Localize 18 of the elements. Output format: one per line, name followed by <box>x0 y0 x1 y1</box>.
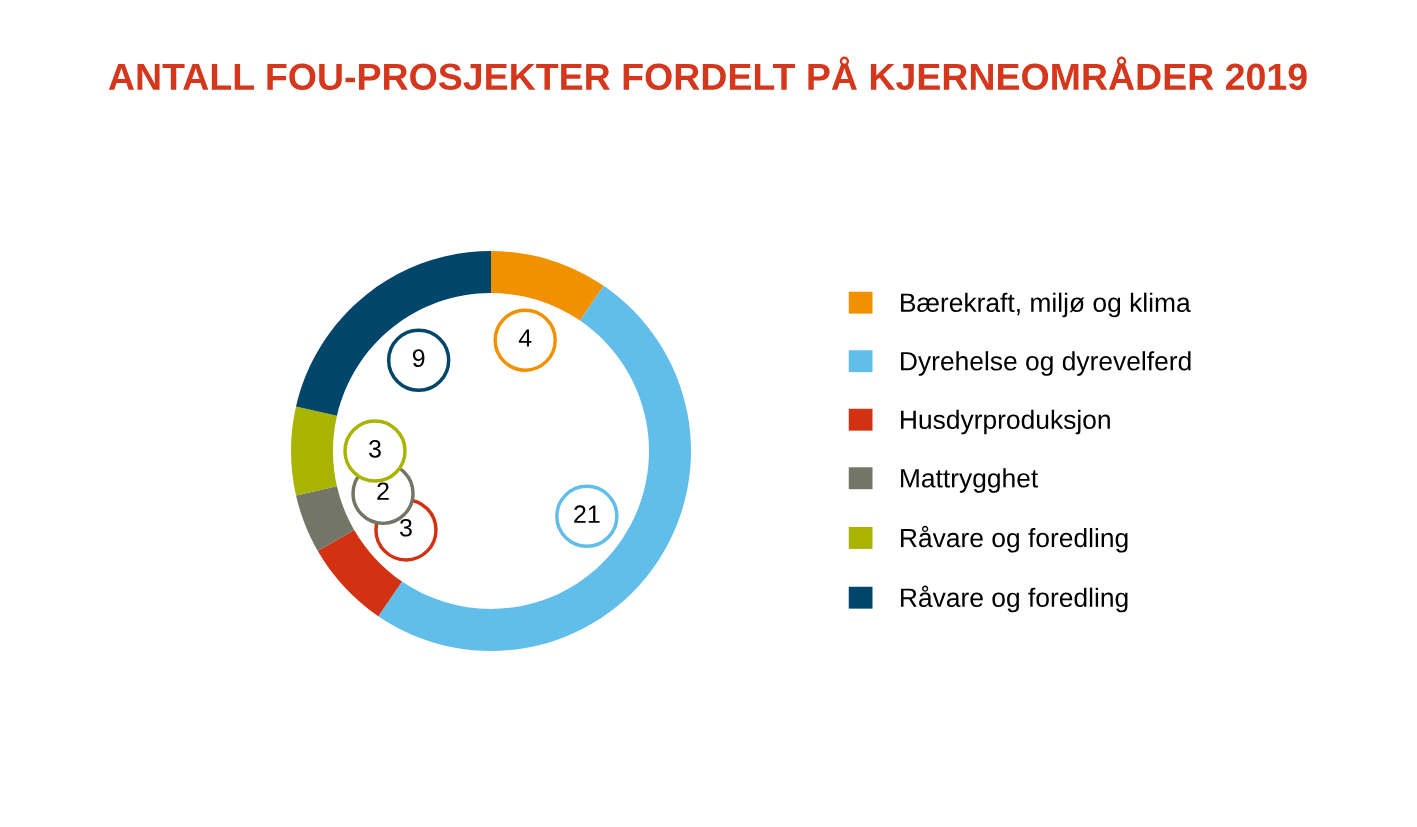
legend-label: Bærekraft, miljø og klima <box>901 292 1191 318</box>
legend-label: Dyrehelse og dyrevelferd <box>901 351 1191 376</box>
legend-label: Råvare og foredling <box>901 585 1128 613</box>
legend-label: Råvare og foredling <box>901 525 1128 553</box>
donut-slice <box>296 486 355 551</box>
data-label: 21 <box>574 505 600 523</box>
donut-slice <box>296 251 491 416</box>
data-label: 2 <box>377 482 389 500</box>
donut-slice <box>317 530 402 617</box>
data-label: 9 <box>412 349 425 368</box>
data-label: 3 <box>399 518 412 537</box>
data-label: 4 <box>518 329 532 347</box>
donut-slice <box>291 406 337 496</box>
legend-label: Mattrygghet <box>901 468 1039 493</box>
legend-label: Husdyrproduksjon <box>901 409 1110 435</box>
donut-slice <box>491 251 604 321</box>
chart-title: ANTALL FOU-PROSJEKTER FORDELT PÅ KJERNEOMRÅDER 2019 <box>108 56 1307 91</box>
data-label: 3 <box>369 440 381 458</box>
